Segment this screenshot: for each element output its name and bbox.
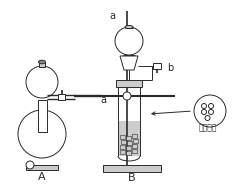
Bar	[120, 135, 125, 139]
Bar	[126, 146, 131, 150]
Text: 多孔筛网: 多孔筛网	[199, 124, 217, 132]
Bar	[153, 63, 161, 69]
Bar	[116, 80, 142, 87]
Bar	[39, 62, 45, 67]
Text: a: a	[109, 11, 115, 21]
Circle shape	[202, 110, 206, 115]
Bar	[121, 140, 126, 144]
Bar	[127, 141, 132, 145]
Bar	[126, 151, 131, 155]
Polygon shape	[120, 56, 138, 70]
Text: A: A	[38, 172, 46, 182]
Bar	[26, 165, 58, 170]
Ellipse shape	[125, 25, 133, 28]
Bar	[132, 149, 137, 153]
Bar	[120, 150, 125, 154]
Circle shape	[26, 66, 58, 98]
Bar	[119, 121, 139, 156]
Bar	[103, 165, 161, 172]
Bar	[120, 145, 125, 149]
Circle shape	[123, 92, 131, 100]
Circle shape	[205, 116, 210, 121]
Bar	[132, 134, 137, 138]
Text: B: B	[128, 173, 136, 183]
Circle shape	[202, 103, 206, 108]
Circle shape	[18, 110, 66, 158]
Bar	[126, 136, 131, 140]
Bar	[58, 94, 65, 100]
Bar	[37, 100, 47, 132]
Text: b: b	[167, 63, 173, 73]
Ellipse shape	[38, 60, 46, 64]
Bar	[132, 144, 137, 148]
Polygon shape	[18, 134, 66, 158]
Text: a: a	[100, 95, 106, 105]
Circle shape	[209, 103, 214, 108]
Circle shape	[194, 95, 226, 127]
Circle shape	[115, 27, 143, 55]
Bar	[133, 139, 138, 143]
Circle shape	[209, 110, 214, 115]
Circle shape	[26, 161, 34, 169]
